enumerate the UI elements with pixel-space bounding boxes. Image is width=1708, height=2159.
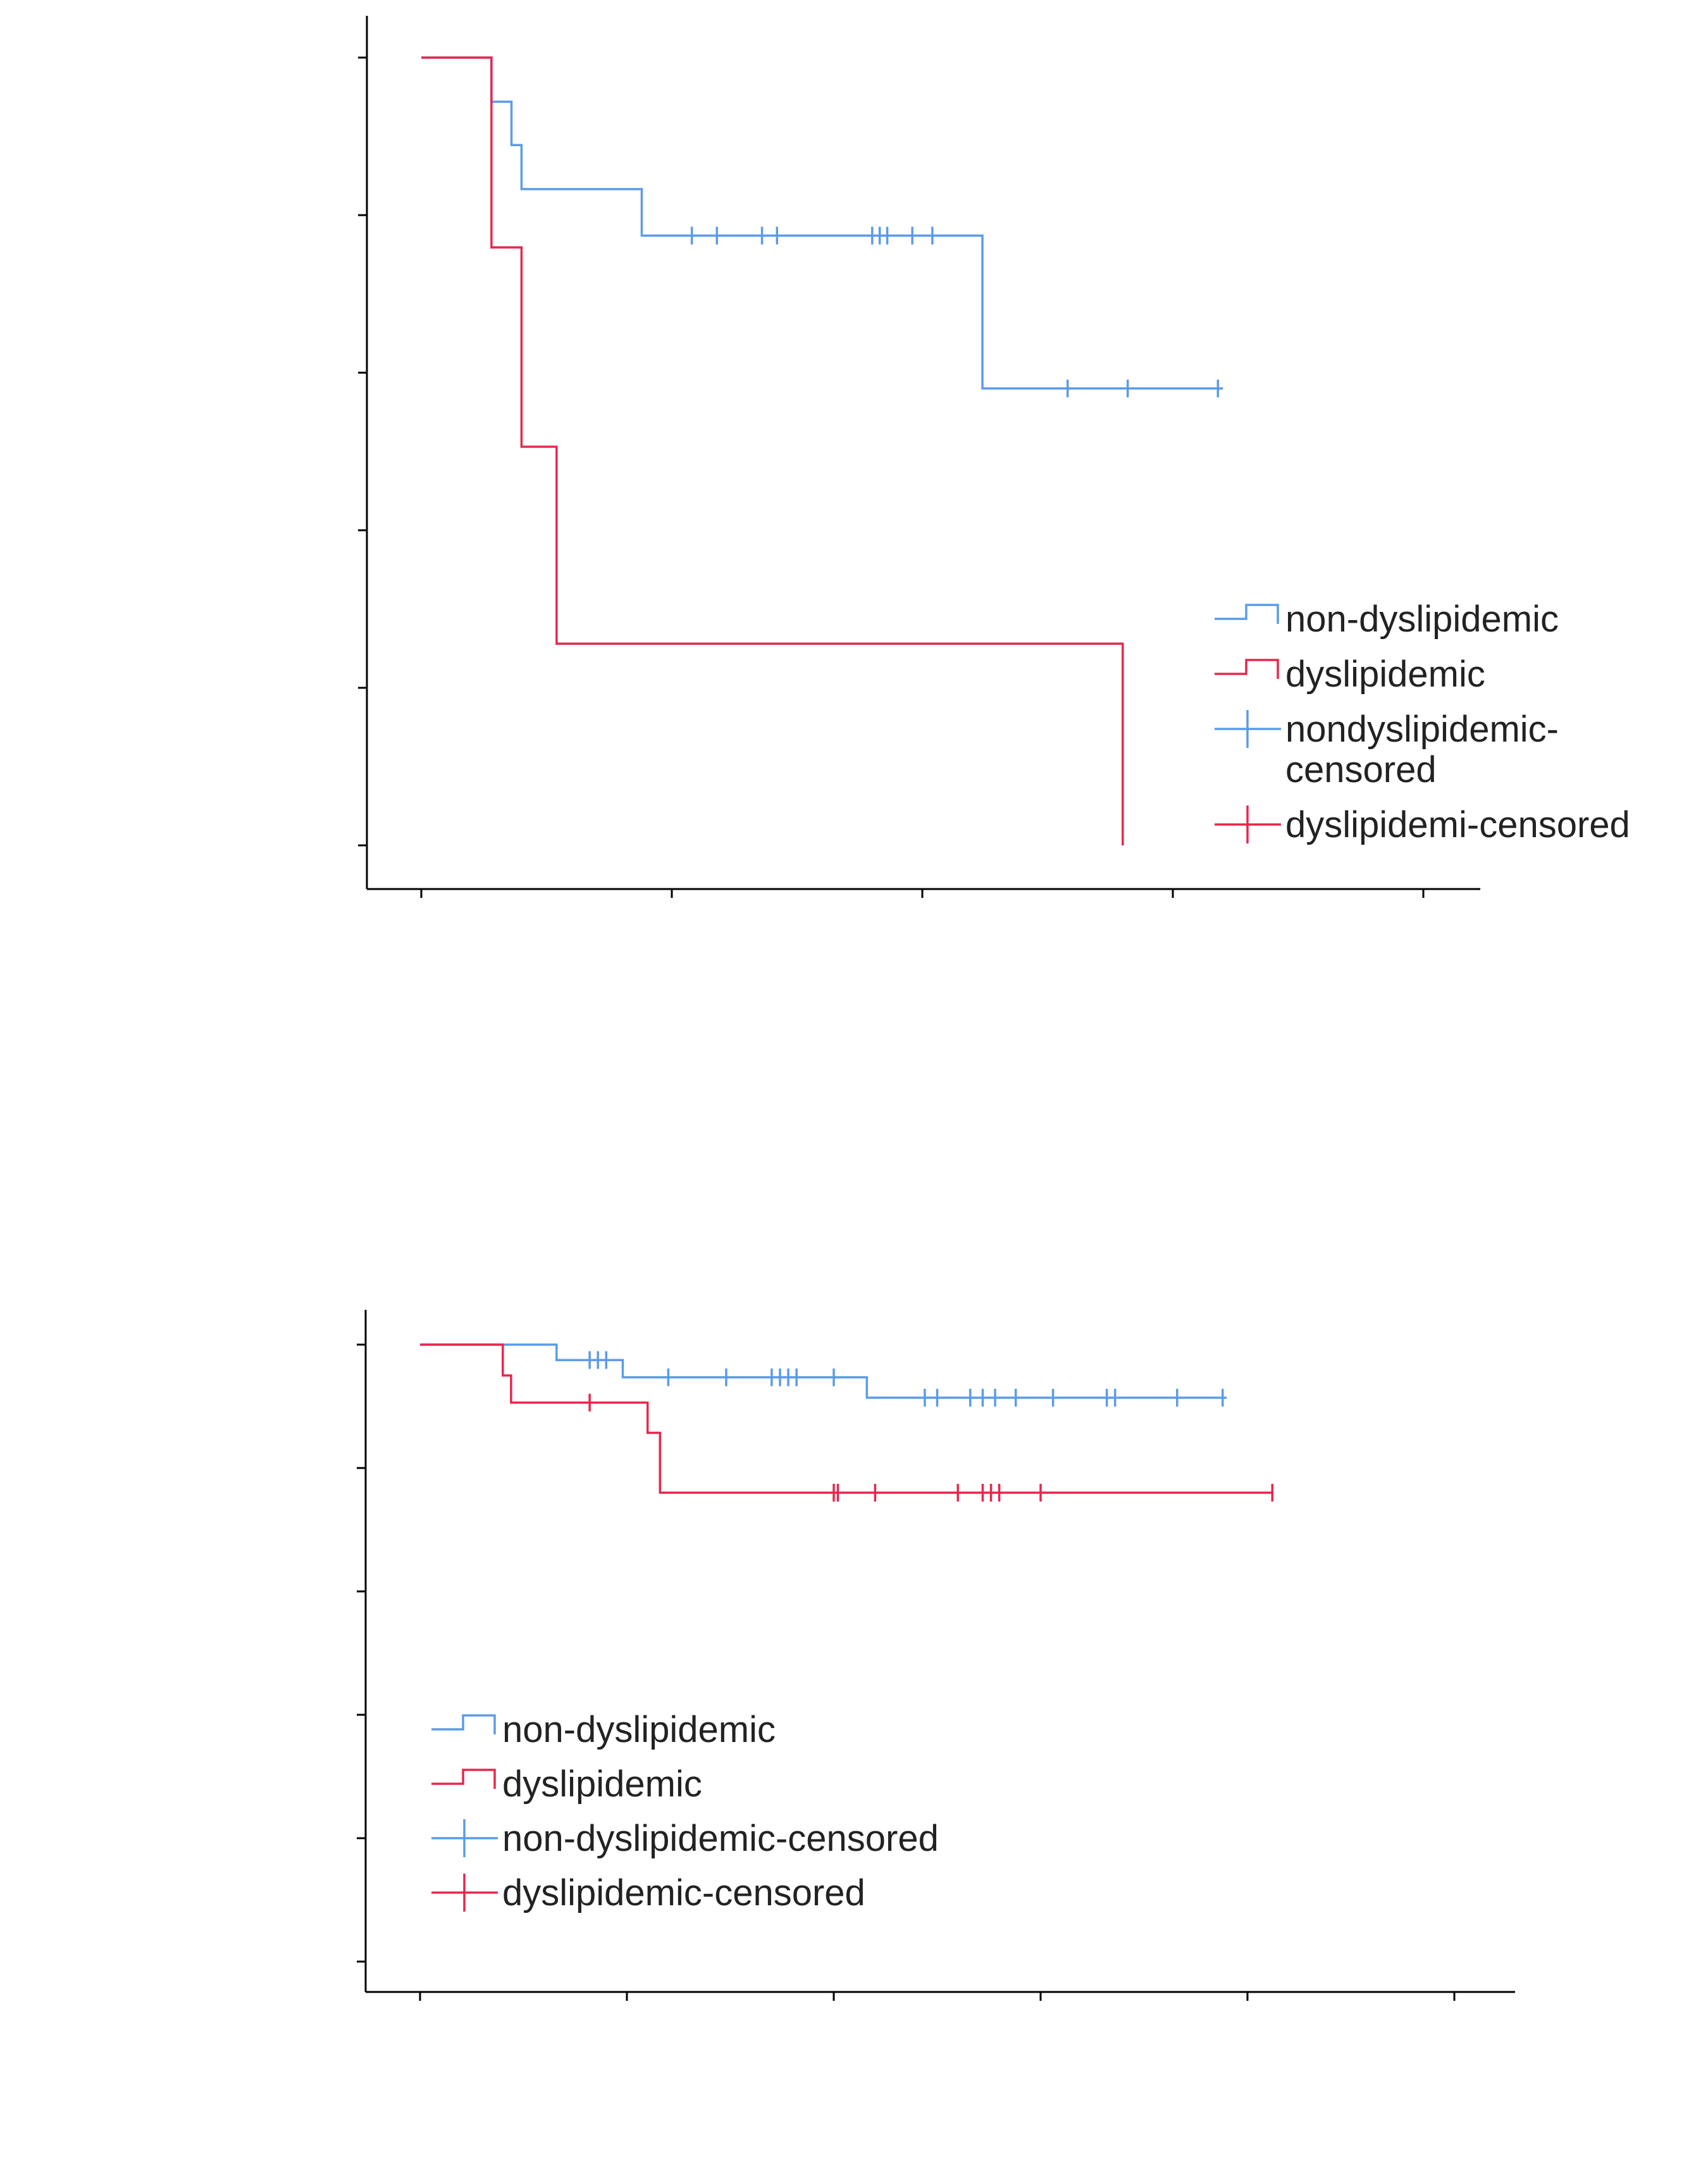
- legend-label-line: dyslipidemic: [1285, 654, 1485, 695]
- legend-step-swatch: [1215, 604, 1279, 624]
- legend-item: dyslipidemic-censored: [431, 1872, 865, 1913]
- chart-panel-b: non-dyslipidemic dyslipidemic non-dyslipid…: [357, 1310, 1515, 2001]
- legend-label: dyslipidemic-censored: [502, 1872, 865, 1913]
- legend-label-line: non-dyslipidemic: [1285, 599, 1559, 640]
- legend-item: nondyslipidemic-censored: [1215, 709, 1559, 790]
- legend: non-dyslipidemic dyslipidemic non-dyslipid…: [431, 1709, 939, 1913]
- legend-label: nondyslipidemic-censored: [1285, 709, 1559, 790]
- survival-curve-line: [421, 56, 1223, 390]
- legend: non-dyslipidemic dyslipidemic nondyslipide…: [1215, 599, 1630, 845]
- legend-label-line: dyslipidemic-censored: [502, 1872, 865, 1913]
- legend-label: dyslipidemic: [1285, 654, 1485, 695]
- legend-label-line: censored: [1285, 749, 1437, 790]
- legend-label: non-dyslipidemic: [502, 1709, 776, 1750]
- legend-label: non-dyslipidemic-censored: [502, 1818, 939, 1859]
- legend-item: non-dyslipidemic: [1215, 599, 1559, 640]
- legend-label-line: dyslipidemi-censored: [1285, 804, 1630, 845]
- legend-label-line: dyslipidemic: [502, 1764, 702, 1805]
- series-dyslipidemic: [421, 56, 1124, 845]
- series-non-dyslipidemic: [420, 1343, 1227, 1407]
- legend-step-swatch: [1215, 659, 1279, 679]
- legend-item: non-dyslipidemic-censored: [431, 1818, 939, 1859]
- legend-label-line: nondyslipidemic-: [1285, 709, 1559, 750]
- legend-step-swatch: [431, 1714, 496, 1734]
- legend-label: non-dyslipidemic: [1285, 599, 1559, 640]
- legend-label: dyslipidemi-censored: [1285, 804, 1630, 845]
- chart-panel-a: non-dyslipidemic dyslipidemic nondyslipide…: [358, 16, 1630, 898]
- legend-label-line: non-dyslipidemic: [502, 1709, 776, 1750]
- survival-curve-line: [420, 1343, 1273, 1494]
- legend-item: non-dyslipidemic: [431, 1709, 776, 1750]
- legend-step-swatch: [431, 1769, 496, 1789]
- legend-item: dyslipidemic: [1215, 654, 1485, 695]
- survival-curve-line: [420, 1343, 1227, 1399]
- survival-curve-line: [421, 56, 1124, 845]
- series-non-dyslipidemic: [421, 56, 1223, 397]
- series-dyslipidemic: [420, 1343, 1273, 1502]
- legend-item: dyslipidemi-censored: [1215, 804, 1630, 845]
- legend-item: dyslipidemic: [431, 1764, 702, 1805]
- legend-label: dyslipidemic: [502, 1764, 702, 1805]
- legend-label-line: non-dyslipidemic-censored: [502, 1818, 939, 1859]
